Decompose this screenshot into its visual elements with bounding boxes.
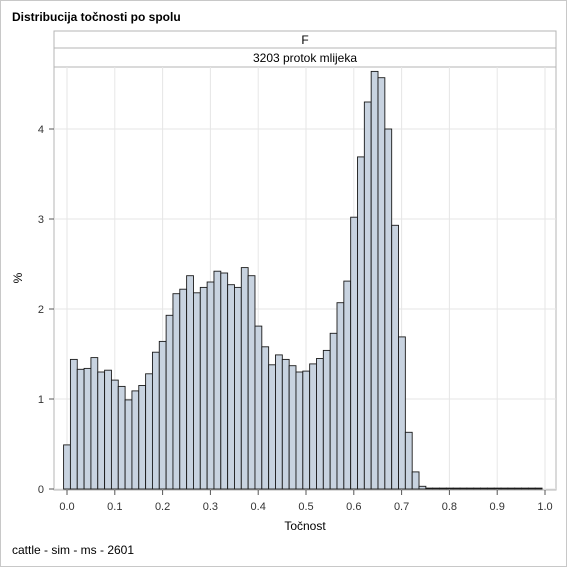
histogram-bar: [391, 224, 399, 490]
panel-headers: F 3203 protok mlijeka: [53, 30, 557, 68]
histogram-bar: [199, 286, 208, 490]
histogram-bar: [377, 77, 386, 490]
histogram-bar: [363, 101, 372, 490]
histogram-bar: [172, 293, 181, 490]
x-tick-label: 0.1: [107, 501, 122, 513]
histogram-bar: [206, 281, 215, 490]
x-tick-label: 0.9: [490, 501, 505, 513]
y-tick-label: 1: [38, 394, 44, 406]
histogram-bar: [316, 358, 324, 490]
histogram-bar: [234, 286, 242, 490]
x-tick-label: 0.5: [298, 501, 313, 513]
histogram-bar: [432, 487, 440, 490]
histogram-bar: [104, 369, 112, 490]
histogram-bar: [83, 367, 92, 490]
histogram-bar: [329, 332, 338, 490]
y-axis-label: %: [11, 272, 25, 283]
histogram-bar: [76, 368, 85, 490]
histogram-bar: [295, 371, 304, 490]
histogram-bar: [63, 444, 71, 490]
y-tick-label: 0: [38, 484, 44, 496]
histogram-bar: [480, 487, 488, 490]
histogram-bar: [275, 354, 283, 490]
histogram-bar: [452, 487, 461, 490]
histogram-bar: [343, 280, 352, 490]
histogram-bar: [418, 485, 427, 490]
histogram-bar: [534, 487, 543, 490]
histogram-bar: [493, 487, 502, 490]
histogram-bar: [131, 390, 140, 490]
histogram-bar: [117, 385, 126, 490]
panel-header-trait: 3203 protok mlijeka: [253, 51, 357, 65]
histogram-bar: [425, 487, 434, 490]
histogram-bar: [486, 487, 495, 490]
histogram-bar: [411, 471, 420, 490]
histogram-bars: [63, 70, 543, 490]
histogram-bar: [384, 128, 393, 490]
histogram-bar: [179, 288, 188, 490]
histogram-bar: [151, 351, 160, 490]
histogram-bar: [186, 275, 194, 490]
histogram-bar: [357, 156, 365, 490]
histogram-bar: [507, 487, 516, 490]
histogram-bar: [193, 292, 201, 490]
chart-title: Distribucija točnosti po spolu: [12, 10, 181, 24]
histogram-bar: [322, 349, 331, 490]
histogram-bar: [69, 358, 78, 490]
histogram-bar: [527, 487, 536, 490]
histogram-bar: [247, 275, 256, 490]
histogram-bar: [473, 487, 481, 490]
histogram-bar: [336, 302, 345, 490]
histogram-bar: [370, 70, 379, 490]
histogram-bar: [439, 487, 447, 490]
histogram-bar: [213, 270, 222, 490]
x-tick-label: 0.7: [394, 501, 409, 513]
panel-header-sex: F: [301, 33, 308, 47]
histogram-bar: [165, 314, 174, 490]
histogram-bar: [110, 379, 119, 490]
y-tick-label: 3: [38, 214, 44, 226]
y-tick-label: 4: [38, 124, 44, 136]
x-tick-label: 0.0: [59, 501, 74, 513]
histogram-bar: [309, 363, 317, 490]
x-tick-label: 1.0: [537, 501, 552, 513]
histogram-bar: [268, 364, 276, 490]
histogram-bar: [288, 365, 297, 490]
histogram-bar: [124, 399, 133, 490]
x-tick-label: 0.3: [203, 501, 218, 513]
x-tick-label: 0.2: [155, 501, 170, 513]
histogram-bar: [302, 370, 311, 490]
y-tick-label: 2: [38, 304, 44, 316]
footnote: cattle - sim - ms - 2601: [12, 543, 135, 557]
histogram-bar: [90, 357, 99, 490]
histogram-bar: [445, 487, 454, 490]
histogram-bar: [261, 346, 270, 490]
histogram-bar: [350, 216, 358, 490]
histogram-bar: [145, 373, 153, 490]
histogram-bar: [97, 371, 106, 490]
histogram-bar: [281, 358, 290, 490]
histogram-bar: [240, 267, 249, 490]
x-axis-ticks: 0.0 0.1 0.2 0.3 0.4 0.5 0.6 0.7 0.8 0.9 1.0: [59, 490, 553, 513]
histogram-bar: [254, 325, 263, 490]
histogram-bar: [398, 336, 406, 490]
histogram-bar: [220, 272, 229, 490]
x-axis-label: Točnost: [284, 519, 326, 533]
x-tick-label: 0.4: [251, 501, 266, 513]
histogram-bar: [466, 487, 475, 490]
histogram-bar: [138, 385, 147, 490]
x-tick-label: 0.6: [346, 501, 361, 513]
y-axis-ticks: 0 1 2 3 4: [38, 124, 54, 496]
histogram-bar: [459, 487, 468, 490]
histogram-bar: [500, 487, 509, 490]
histogram-bar: [227, 284, 235, 490]
histogram-bar: [158, 340, 167, 490]
x-tick-label: 0.8: [442, 501, 457, 513]
histogram-bar: [514, 487, 523, 490]
histogram-bar: [521, 487, 529, 490]
histogram-bar: [404, 431, 413, 490]
